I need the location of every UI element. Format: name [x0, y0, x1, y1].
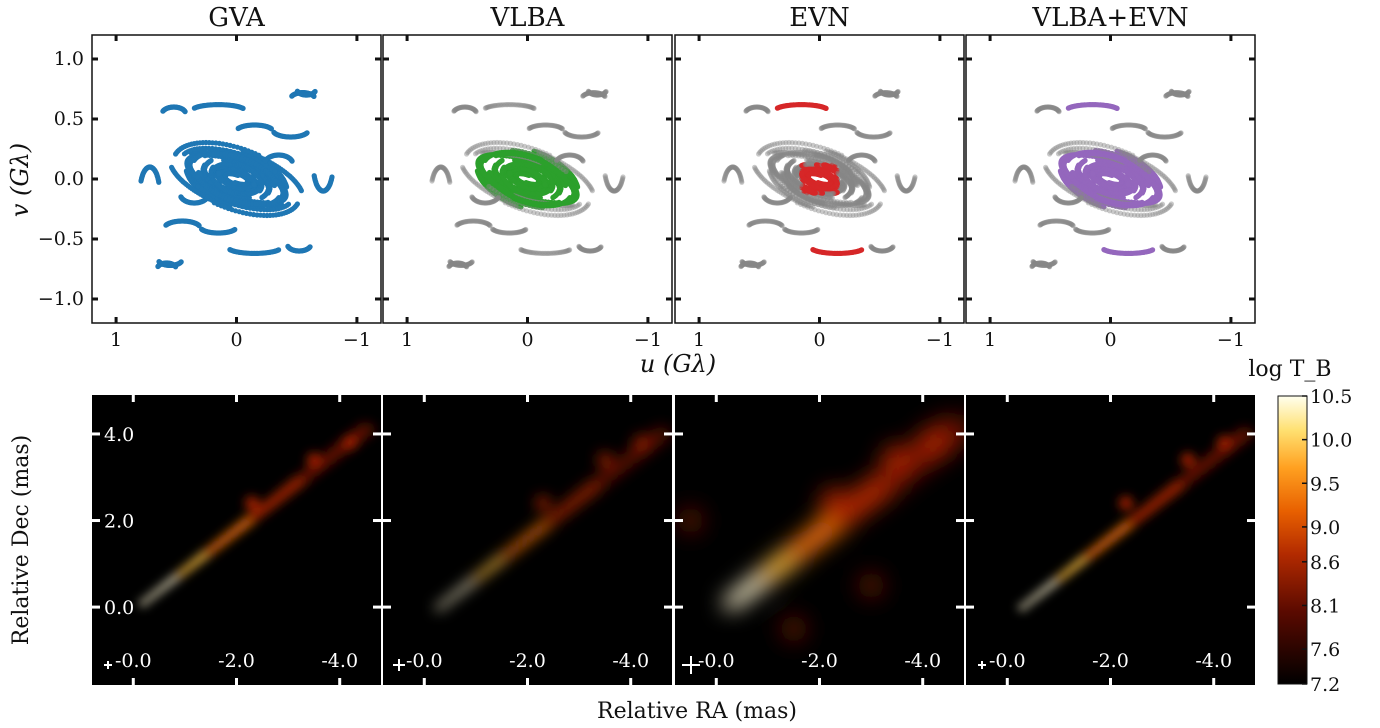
- uv-point: [271, 199, 277, 205]
- uv-point: [232, 226, 238, 233]
- uv-point: [251, 181, 257, 188]
- uv-point: [307, 244, 313, 250]
- uv-point: [276, 247, 282, 253]
- uv-point: [256, 152, 262, 158]
- uv-point: [446, 263, 452, 270]
- uv-point: [138, 178, 144, 184]
- uv-point: [563, 168, 569, 175]
- y-tick-label: 1.0: [54, 48, 84, 70]
- uv-point: [195, 183, 201, 190]
- uv-point: [542, 181, 548, 188]
- uv-point: [262, 158, 269, 164]
- uv-point: [487, 153, 493, 159]
- uv-point: [178, 259, 184, 265]
- uv-point: [304, 130, 310, 136]
- uv-point: [567, 247, 573, 253]
- uv-point: [194, 174, 201, 180]
- uv-point: [232, 180, 238, 186]
- x-tick-label: 1: [110, 329, 122, 351]
- y-tick-label: −1.0: [38, 288, 84, 310]
- uv-point: [507, 170, 513, 177]
- uv-point: [460, 164, 466, 170]
- uv-panel-vlba: VLBA 1 0 −1: [382, 3, 673, 351]
- uv-point: [160, 108, 166, 114]
- y-tick-label: 0.5: [54, 108, 84, 130]
- uv-point: [523, 226, 529, 233]
- uv-point: [550, 194, 556, 201]
- uv-point: [191, 105, 197, 111]
- uv-point: [272, 168, 278, 175]
- uv-point: [598, 244, 604, 250]
- uv-point: [501, 164, 507, 170]
- uv-panel-frame: [382, 34, 673, 324]
- uv-point: [469, 259, 475, 265]
- uv-point: [589, 188, 596, 194]
- uv-point: [208, 157, 214, 164]
- x-tick-label: −1: [634, 329, 662, 351]
- x-tick-label: 0: [230, 329, 242, 351]
- uv-point: [210, 164, 216, 170]
- uv-point: [486, 183, 492, 190]
- uv-panel-frame: [674, 34, 965, 324]
- uv-point: [499, 157, 505, 164]
- x-tick-label: 1: [401, 329, 413, 351]
- uv-point: [485, 174, 492, 180]
- uv-point: [563, 178, 570, 184]
- uv-point: [329, 174, 335, 180]
- uv-point: [429, 178, 435, 184]
- uv-point: [523, 180, 529, 186]
- uv-point: [163, 222, 169, 228]
- uv-point: [495, 194, 502, 200]
- uv-point: [155, 263, 161, 270]
- uv-point: [196, 153, 202, 159]
- uv-point: [169, 164, 175, 170]
- uv-point: [235, 172, 241, 178]
- uv-point: [235, 125, 241, 132]
- uv-panel-gva: GVA 1 0 −1 −1.0 −0.5 0.0 0.5 1.0: [38, 3, 382, 351]
- uv-point: [553, 158, 560, 164]
- uv-point: [580, 93, 586, 99]
- uv-point: [562, 199, 568, 205]
- uv-point: [620, 174, 626, 180]
- x-tick-label: 0: [521, 329, 533, 351]
- uv-point: [482, 105, 488, 111]
- uv-point: [502, 200, 508, 206]
- uv-point: [216, 170, 222, 177]
- uv-point: [204, 194, 211, 200]
- uv-point: [312, 88, 318, 95]
- uv-point: [289, 93, 295, 99]
- y-tick-label: 0.0: [54, 168, 84, 190]
- uv-point: [298, 188, 304, 194]
- y-tick-label: −0.5: [38, 228, 84, 250]
- uv-point: [211, 200, 217, 206]
- uv-point: [526, 125, 532, 132]
- uv-panel-title: EVN: [789, 3, 850, 33]
- uv-point: [526, 172, 532, 178]
- uv-panel-title: VLBA: [490, 3, 566, 33]
- x-tick-label: −1: [343, 329, 371, 351]
- uv-point: [547, 152, 553, 158]
- uv-point: [548, 188, 554, 194]
- uv-point: [595, 130, 601, 136]
- uv-point: [272, 178, 279, 184]
- uv-panel-title: GVA: [208, 3, 266, 33]
- uv-point: [603, 88, 609, 95]
- uv-point: [454, 222, 460, 228]
- uv-panel-frame: [91, 34, 382, 324]
- uv-point: [451, 108, 457, 114]
- uv-point: [257, 188, 263, 194]
- uv-point: [259, 194, 265, 201]
